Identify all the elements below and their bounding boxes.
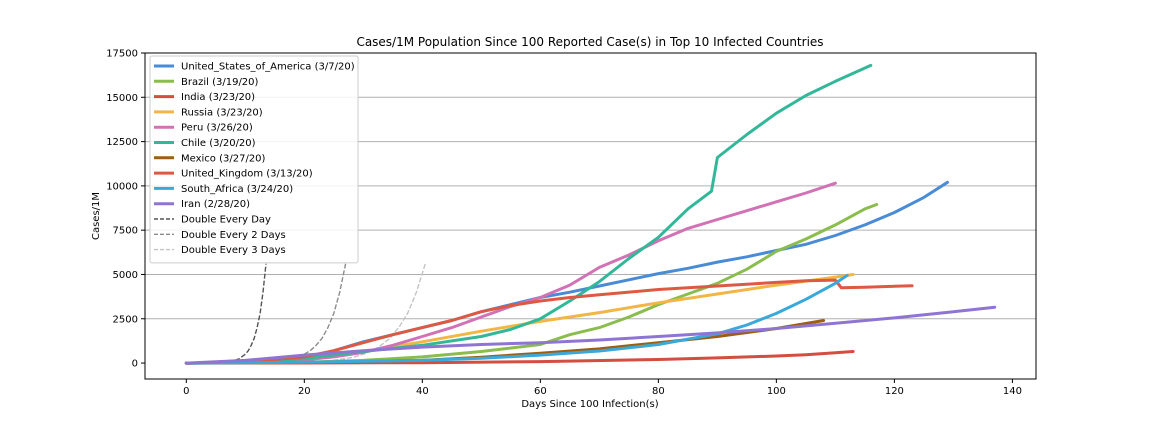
y-tick-label: 17500 [106, 49, 138, 60]
legend-label: United_States_of_America (3/7/20) [181, 62, 355, 73]
y-axis-ticks: 0 2500 5000 7500 10000 12500 15000 17500 [106, 49, 145, 370]
legend-label: Double Every 3 Days [181, 245, 286, 256]
legend-label: Russia (3/23/20) [181, 107, 263, 118]
y-tick-label: 15000 [106, 93, 138, 104]
legend-label: Brazil (3/19/20) [181, 77, 259, 88]
y-tick-label: 12500 [106, 137, 138, 148]
legend-label: South_Africa (3/24/20) [181, 184, 293, 195]
legend-label: Chile (3/20/20) [181, 138, 256, 149]
x-tick-label: 60 [534, 386, 547, 397]
series-line-7 [184, 278, 914, 365]
x-axis-label: Days Since 100 Infection(s) [521, 399, 658, 410]
legend-label: Double Every Day [181, 215, 271, 226]
legend-label: Iran (2/28/20) [181, 199, 250, 210]
series-line-4 [184, 181, 837, 365]
series-line-11 [186, 263, 347, 364]
series-line-9 [184, 305, 997, 365]
y-tick-label: 10000 [106, 181, 138, 192]
series-line-10 [186, 263, 267, 364]
y-tick-label: 2500 [113, 314, 138, 325]
x-tick-label: 120 [885, 386, 904, 397]
legend-label: Mexico (3/27/20) [181, 153, 266, 164]
legend-label: United_Kingdom (3/13/20) [181, 169, 313, 180]
x-tick-label: 140 [1003, 386, 1022, 397]
chart-title: Cases/1M Population Since 100 Reported C… [356, 35, 823, 49]
x-tick-label: 40 [416, 386, 429, 397]
x-tick-label: 20 [298, 386, 311, 397]
series-lines [184, 63, 997, 365]
x-tick-label: 0 [183, 386, 189, 397]
legend-box [149, 55, 359, 264]
legend-label: India (3/23/20) [181, 92, 255, 103]
y-tick-label: 0 [132, 359, 138, 370]
x-tick-label: 100 [767, 386, 786, 397]
series-line-8 [184, 273, 849, 365]
legend-label: Double Every 2 Days [181, 230, 286, 241]
legend-label: Peru (3/26/20) [181, 123, 253, 134]
y-tick-label: 5000 [113, 270, 138, 281]
legend: United_States_of_America (3/7/20) Brazil … [149, 55, 359, 264]
x-axis-ticks: 0 20 40 60 80 100 120 140 [183, 379, 1022, 397]
y-axis-label: Cases/1M [91, 192, 102, 240]
x-tick-label: 80 [652, 386, 665, 397]
plot-area-frame [144, 52, 1037, 380]
y-tick-label: 7500 [113, 226, 138, 237]
